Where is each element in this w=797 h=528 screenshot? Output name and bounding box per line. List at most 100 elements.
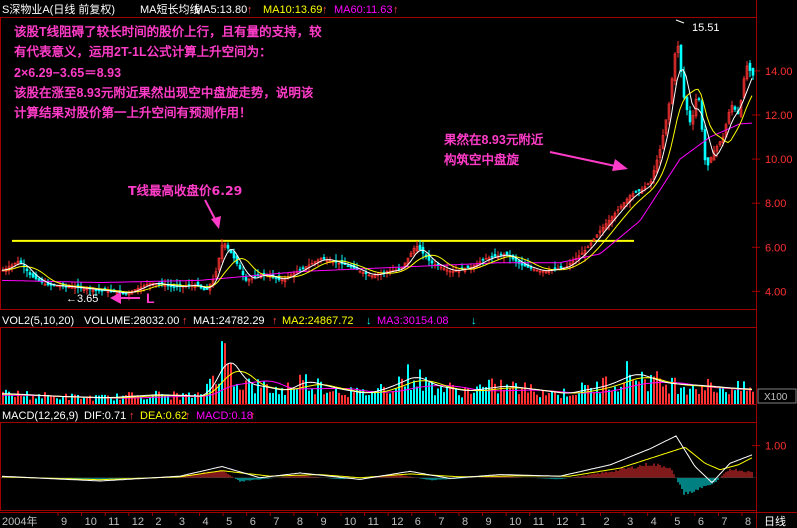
time-tick-label: 8 — [462, 516, 468, 528]
volume-bar — [569, 396, 571, 404]
volume-bars — [2, 341, 754, 404]
volume-bar — [182, 393, 184, 404]
candle-body — [530, 267, 532, 268]
ma5-value: MA5:13.80 — [194, 4, 247, 16]
volume-bar — [353, 392, 355, 404]
candle-body — [245, 277, 247, 280]
volume-bar — [683, 387, 685, 404]
volume-bar — [614, 387, 616, 404]
candle-body — [242, 271, 244, 275]
candle-body — [323, 257, 325, 259]
ma60-line — [2, 123, 752, 282]
dif-up-icon: ↑ — [129, 410, 135, 422]
ma60-value: MA60:11.63 — [334, 4, 393, 16]
volume-bar — [500, 380, 502, 404]
candle-body — [638, 190, 640, 191]
time-tick-label: 9 — [320, 516, 326, 528]
note-line-2: 有代表意义，运用2T-1L公式计算上升空间为： — [14, 44, 272, 59]
time-tick-label: 5 — [226, 516, 232, 528]
note-line-5: 计算结果对股价第一上升空间有预测作用！ — [14, 105, 252, 120]
volume-bar — [23, 396, 25, 404]
volume-bar — [215, 384, 217, 404]
time-tick-label: 3 — [179, 516, 185, 528]
volume-bar — [368, 395, 370, 404]
volume-bar — [344, 395, 346, 404]
macd-tick-label: 1.00 — [765, 441, 786, 453]
volume-header: VOL2(5,10,20) VOLUME:28032.00 ↑ MA1:2478… — [2, 315, 477, 327]
volume-bar — [50, 395, 52, 404]
volume-bar — [578, 393, 580, 404]
time-tick-label: 10 — [344, 516, 356, 528]
ma10-up-icon: ↑ — [322, 4, 328, 16]
volume-bar — [233, 386, 235, 404]
macd-y-axis: 1.00 — [752, 441, 786, 453]
price-panel — [1, 18, 757, 310]
volume-bar — [389, 393, 391, 404]
volume-bar — [416, 387, 418, 404]
volume-bar — [227, 364, 229, 404]
right-note-line-2: 构筑空中盘旋 — [444, 152, 520, 167]
macd-panel-frame — [1, 423, 757, 511]
macd-title: MACD(12,26,9) — [2, 410, 78, 422]
volume-bar — [413, 381, 415, 404]
price-tick-label: 8.00 — [765, 198, 786, 210]
time-tick-label: 11 — [108, 516, 119, 528]
time-axis-labels: 9 10 11 12 2 3 4 5 6 7 8 9 10 11 12 6 7 8 9 10 11 12 1 2 3 4 5 6 7 8 — [58, 512, 751, 528]
volume-bar — [296, 389, 298, 404]
t-line-arrowhead — [211, 216, 221, 229]
volume-bar — [542, 391, 544, 404]
candle-body — [635, 191, 637, 192]
vol-ma3-value: MA3:30154.08 — [377, 315, 449, 327]
volume-bar — [323, 394, 325, 404]
price-panel-frame — [1, 18, 757, 310]
time-tick-label: 6 — [698, 516, 704, 528]
volume-unit-label: X100 — [764, 392, 788, 403]
volume-bar — [617, 392, 619, 404]
volume-bar — [209, 379, 211, 404]
candle-body — [125, 293, 127, 294]
volume-bar — [11, 396, 13, 404]
volume-bar — [440, 387, 442, 404]
note-line-4: 该股在涨至8.93元附近果然出现空中盘旋走势，说明该 — [14, 85, 314, 100]
volume-bar — [197, 392, 199, 404]
volume-bar — [647, 391, 649, 404]
time-tick-label: 9 — [486, 516, 492, 528]
volume-bar — [674, 378, 676, 404]
time-tick-label: 8 — [297, 516, 303, 528]
volume-bar — [269, 393, 271, 404]
volume-bar — [497, 393, 499, 404]
price-tick-label: 10.00 — [765, 154, 793, 166]
volume-bar — [746, 391, 748, 404]
time-tick-label: 11 — [368, 516, 379, 528]
candle-body — [347, 266, 349, 267]
volume-bar — [29, 400, 31, 404]
candle-body — [398, 269, 400, 270]
candle-body — [98, 290, 100, 291]
time-tick-label: 12 — [391, 516, 403, 528]
volume-bar — [170, 399, 172, 404]
volume-bar — [518, 394, 520, 404]
volume-bar — [443, 392, 445, 404]
volume-bar — [287, 383, 289, 404]
volume-bar — [41, 398, 43, 404]
price-tick-label: 4.00 — [765, 286, 786, 298]
volume-bar — [347, 397, 349, 404]
candle-body — [173, 287, 175, 288]
ma-title: MA短长均线 — [140, 2, 201, 16]
note-line-1: 该股T线阻碍了较长时间的股价上行，且有量的支持，较 — [14, 24, 322, 39]
time-tick-label: 2 — [155, 516, 161, 528]
volume-bar — [281, 388, 283, 404]
volume-bar — [191, 398, 193, 404]
volume-bar — [239, 390, 241, 404]
macd-panel — [1, 423, 757, 511]
time-tick-label: 3 — [627, 516, 633, 528]
volume-bar — [455, 388, 457, 404]
right-note: 果然在8.93元附近 构筑空中盘旋 — [443, 132, 544, 167]
volume-bar — [230, 363, 232, 404]
volume-bar — [329, 392, 331, 404]
volume-bar — [404, 387, 406, 404]
volume-bar — [68, 400, 70, 404]
candle-body — [506, 252, 508, 255]
volume-bar — [356, 388, 358, 404]
candle-body — [689, 111, 691, 122]
